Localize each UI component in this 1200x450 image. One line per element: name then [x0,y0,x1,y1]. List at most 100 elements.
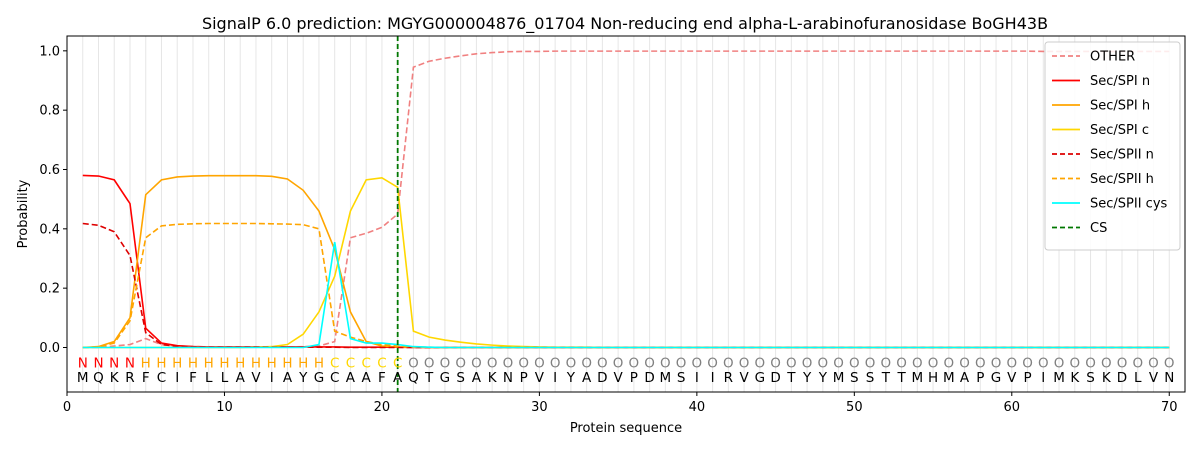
y-axis-ticks: 0.0 0.2 0.4 0.6 0.8 1.0 [39,44,67,356]
residue-label: I [553,370,557,386]
region-label: O [975,355,986,371]
legend-label: CS [1090,221,1107,236]
residue-label: A [236,370,246,386]
legend-label: Sec/SPI c [1090,123,1149,138]
region-label: H [172,355,182,371]
legend-label: Sec/SPI n [1090,74,1150,89]
region-label: N [93,355,103,371]
residue-label: A [393,370,403,386]
region-label: N [125,355,135,371]
region-label: C [377,355,386,371]
x-tick-label: 70 [1161,400,1178,415]
series-line-sec-spi-n [82,174,1170,349]
region-label: O [865,355,876,371]
residue-label: F [189,370,197,386]
x-tick-label: 0 [63,400,71,415]
x-tick-label: 50 [846,400,863,415]
region-label: N [78,355,88,371]
region-label: O [1117,355,1128,371]
legend-label: OTHER [1090,50,1135,65]
region-label: O [770,355,781,371]
legend-label: Sec/SPII cys [1090,197,1168,212]
legend-box [1044,41,1181,251]
region-label: O [707,355,718,371]
sequence-labels: NMNQNKNRHFHCHIHFHLHLHAHVHIHAHYHGCCCACACF… [77,355,1175,386]
region-label: O [723,355,734,371]
residue-label: K [110,370,120,386]
residue-label: N [503,370,513,386]
region-label: O [660,355,671,371]
residue-label: V [251,370,261,386]
x-tick-label: 40 [689,400,706,415]
region-label: C [330,355,339,371]
region-label: H [219,355,229,371]
region-label: O [471,355,482,371]
region-label: O [503,355,514,371]
residue-label: V [1149,370,1159,386]
residue-label: A [283,370,293,386]
region-label: O [440,355,451,371]
x-tick-label: 10 [216,400,233,415]
residue-label: P [976,370,984,386]
residue-label: M [943,370,955,386]
residue-label: Y [818,370,828,386]
residue-label: D [597,370,607,386]
residue-label: S [1086,370,1095,386]
residue-label: Q [408,370,419,386]
chart-title: SignalP 6.0 prediction: MGYG000004876_01… [202,14,1048,34]
residue-label: S [677,370,686,386]
region-label: O [1038,355,1049,371]
residue-label: A [346,370,356,386]
residue-label: I [270,370,274,386]
region-label: H [188,355,198,371]
y-tick-label: 0.2 [39,282,60,297]
legend-label: Sec/SPII n [1090,148,1154,163]
residue-label: S [456,370,465,386]
x-tick-label: 20 [374,400,391,415]
x-tick-label: 60 [1004,400,1021,415]
residue-label: S [866,370,875,386]
residue-label: M [660,370,672,386]
y-tick-label: 0.6 [39,163,60,178]
region-label: C [393,355,402,371]
region-label: H [235,355,245,371]
residue-label: M [833,370,845,386]
region-label: O [534,355,545,371]
y-axis-label: Probability [16,179,31,248]
y-tick-label: 0.4 [39,222,60,237]
legend-label: Sec/SPI h [1090,99,1150,114]
series-line-sec-spi-h [82,174,1170,349]
x-axis-label: Protein sequence [570,421,682,436]
region-label: O [959,355,970,371]
region-label: O [1132,355,1143,371]
residue-label: A [472,370,482,386]
residue-label: P [1023,370,1031,386]
region-label: O [629,355,640,371]
region-label: O [550,355,561,371]
residue-label: Y [802,370,812,386]
residue-label: M [911,370,923,386]
region-label: O [1054,355,1065,371]
residue-label: H [928,370,938,386]
y-tick-label: 0.0 [39,341,60,356]
region-label: O [991,355,1002,371]
residue-label: M [77,370,89,386]
residue-label: L [221,370,229,386]
residue-label: T [896,370,906,386]
region-label: O [755,355,766,371]
region-label: H [204,355,214,371]
residue-label: T [424,370,434,386]
residue-label: Y [298,370,308,386]
region-label: O [1022,355,1033,371]
y-tick-label: 1.0 [39,44,60,59]
residue-label: F [142,370,150,386]
residue-label: I [1041,370,1045,386]
region-label: O [676,355,687,371]
region-label: O [644,355,655,371]
region-label: O [802,355,813,371]
region-label: H [267,355,277,371]
residue-label: N [1164,370,1174,386]
region-label: H [314,355,324,371]
residue-label: S [850,370,859,386]
